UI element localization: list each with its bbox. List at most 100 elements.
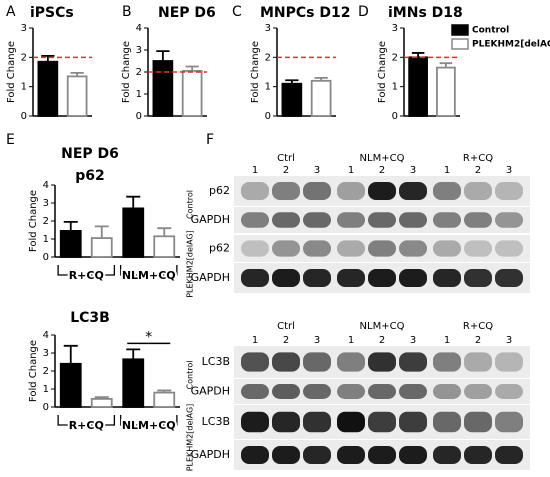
lane-number: 1 xyxy=(348,335,354,346)
blot-band xyxy=(399,212,427,228)
blot-band xyxy=(399,352,427,372)
lane-number: 1 xyxy=(444,165,450,176)
blot-band xyxy=(433,269,461,287)
chart-title: NEP D6 xyxy=(158,5,216,21)
bar xyxy=(90,237,113,258)
x-tick-label: R+CQ xyxy=(69,269,104,282)
category-bracket xyxy=(57,265,116,276)
blot-band xyxy=(433,446,461,464)
y-axis-label: Fold Change xyxy=(250,41,261,103)
blot-row-label: LC3B xyxy=(202,415,230,428)
y-tick-label: 2 xyxy=(21,52,27,63)
blot-row-label: LC3B xyxy=(202,355,230,368)
panel-letter: A xyxy=(6,4,16,20)
bar xyxy=(122,207,145,258)
blot-band xyxy=(368,384,396,399)
blot-band xyxy=(272,240,300,257)
bar xyxy=(66,75,88,117)
lane-number: 1 xyxy=(252,335,258,346)
blot-band xyxy=(495,240,523,257)
panel-letter: F xyxy=(206,132,214,148)
blot-band xyxy=(368,212,396,228)
error-bar xyxy=(156,50,170,61)
lane-number: 2 xyxy=(475,165,481,176)
bar xyxy=(153,235,176,258)
blot-band xyxy=(272,182,300,200)
y-tick-label: 3 xyxy=(43,198,49,209)
y-tick-label: 0 xyxy=(43,252,49,263)
blot-band xyxy=(399,269,427,287)
blot-band xyxy=(368,269,396,287)
legend-label: PLEKHM2[delAG] xyxy=(472,40,550,50)
y-tick-label: 1 xyxy=(21,82,27,93)
y-tick-label: 1 xyxy=(265,82,271,93)
blot-band xyxy=(368,352,396,372)
y-tick-label: 3 xyxy=(392,23,398,34)
y-tick-label: 1 xyxy=(136,89,142,100)
error-bar xyxy=(126,348,141,360)
y-tick-label: 0 xyxy=(21,111,27,122)
blot-band xyxy=(399,384,427,399)
chart-title: p62 xyxy=(75,168,105,184)
blot-row-label: GAPDH xyxy=(191,448,230,461)
y-tick-label: 2 xyxy=(265,52,271,63)
blot-row-label: p62 xyxy=(209,184,230,197)
y-tick-label: 2 xyxy=(136,67,142,78)
blot-band xyxy=(241,411,269,433)
blot-band xyxy=(433,240,461,257)
y-tick-label: 4 xyxy=(43,180,49,191)
blot-band xyxy=(368,240,396,257)
blot-band xyxy=(303,240,331,257)
bar xyxy=(122,358,145,408)
lane-number: 3 xyxy=(410,165,416,176)
chart-suptitle: NEP D6 xyxy=(61,146,119,162)
blot-band xyxy=(495,212,523,228)
blot-band xyxy=(303,384,331,399)
y-tick-label: 4 xyxy=(43,330,49,341)
blot-band xyxy=(368,182,396,200)
blot-row-label: p62 xyxy=(209,242,230,255)
blot-band xyxy=(495,446,523,464)
blot-band xyxy=(495,269,523,287)
bar xyxy=(310,79,332,117)
blot-band xyxy=(337,384,365,399)
x-tick-label: R+CQ xyxy=(69,419,104,432)
panel-letter: C xyxy=(232,4,242,20)
blot-group-label: Ctrl xyxy=(277,153,295,164)
category-bracket xyxy=(57,415,116,426)
blot-band xyxy=(368,446,396,464)
error-bar xyxy=(41,54,55,62)
blot-band xyxy=(495,352,523,372)
chart-title: MNPCs D12 xyxy=(260,5,351,21)
blot-band xyxy=(241,352,269,372)
blot-band xyxy=(464,411,492,433)
blot-band xyxy=(272,352,300,372)
blot-row-label: GAPDH xyxy=(191,385,230,398)
lane-number: 2 xyxy=(475,335,481,346)
genotype-label: PLEKHM2[delAG] xyxy=(186,404,195,472)
genotype-label: Control xyxy=(186,190,195,219)
blot-band xyxy=(337,240,365,257)
blot-band xyxy=(272,212,300,228)
blot-band xyxy=(433,212,461,228)
blot-band xyxy=(433,411,461,433)
y-tick-label: 2 xyxy=(43,366,49,377)
blot-band xyxy=(241,269,269,287)
bar xyxy=(281,82,303,117)
blot-band xyxy=(303,352,331,372)
bar xyxy=(37,60,59,117)
y-tick-label: 0 xyxy=(265,111,271,122)
blot-band xyxy=(433,352,461,372)
error-bar xyxy=(94,225,109,239)
lane-number: 3 xyxy=(314,165,320,176)
lane-number: 3 xyxy=(314,335,320,346)
category-bracket xyxy=(119,415,178,426)
error-bar xyxy=(157,227,172,237)
bar xyxy=(152,60,174,117)
blot-band xyxy=(272,384,300,399)
category-bracket xyxy=(119,265,178,276)
blot-group-label: NLM+CQ xyxy=(360,321,405,332)
blot-band xyxy=(303,269,331,287)
